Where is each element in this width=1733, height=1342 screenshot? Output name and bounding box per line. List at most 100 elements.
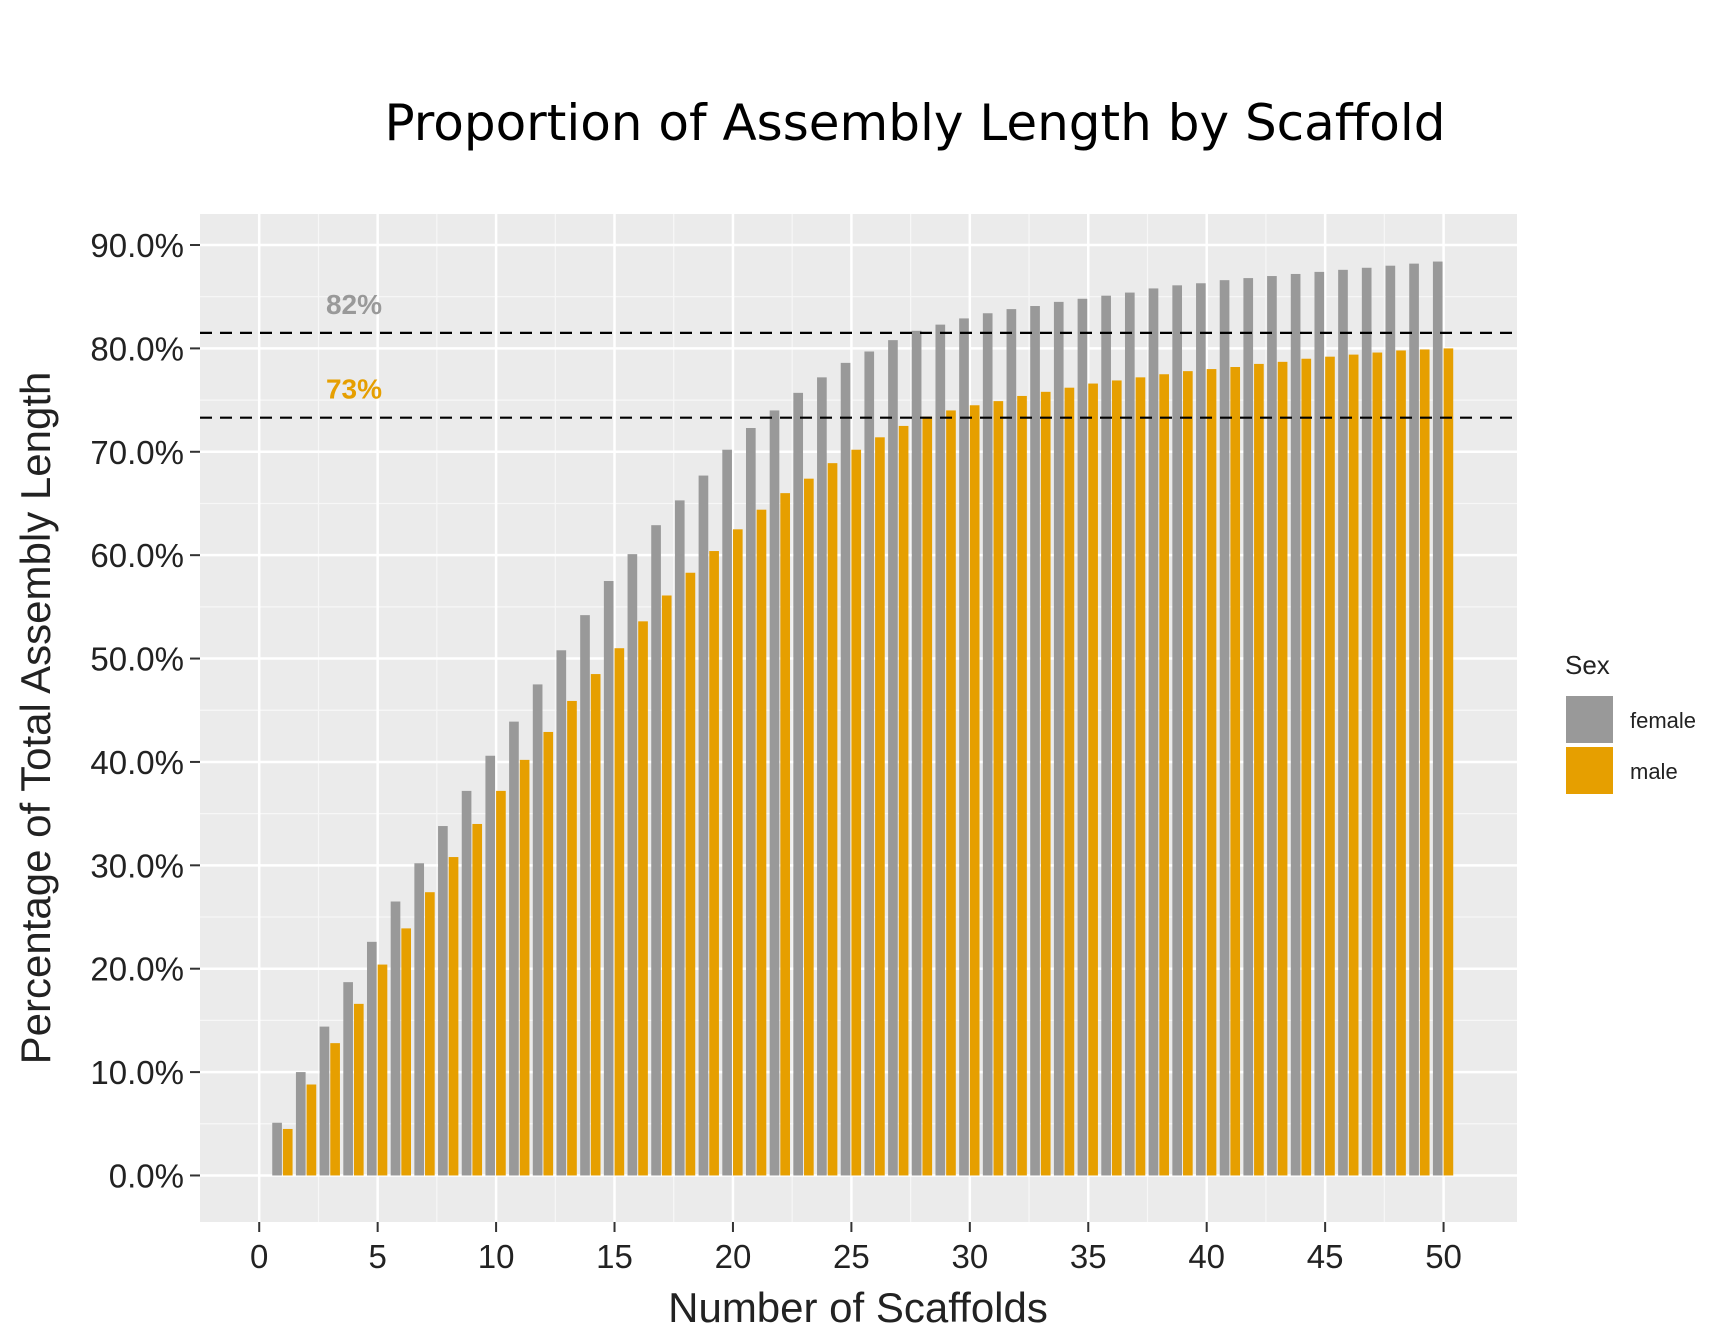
x-tick-label: 25 xyxy=(833,1238,870,1275)
chart-title: Proportion of Assembly Length by Scaffol… xyxy=(385,94,1446,152)
bar-male-13 xyxy=(567,700,577,1176)
bar-female-39 xyxy=(1172,285,1183,1176)
bar-female-13 xyxy=(556,650,567,1176)
bar-female-4 xyxy=(343,982,353,1176)
legend-title: Sex xyxy=(1565,650,1610,680)
bar-male-47 xyxy=(1372,352,1383,1176)
bar-female-17 xyxy=(651,525,661,1176)
bars xyxy=(272,261,1454,1176)
x-tick-label: 40 xyxy=(1188,1238,1225,1275)
bar-male-2 xyxy=(306,1084,317,1176)
bar-male-31 xyxy=(993,401,1004,1176)
reference-lines: 82% 73% xyxy=(200,289,1517,419)
x-tick-label: 15 xyxy=(596,1238,633,1275)
bar-male-19 xyxy=(709,551,719,1176)
bar-male-37 xyxy=(1135,377,1146,1176)
bar-male-20 xyxy=(732,529,743,1176)
bar-female-3 xyxy=(319,1026,330,1176)
bar-male-34 xyxy=(1064,387,1075,1176)
bar-female-24 xyxy=(817,377,827,1176)
bar-female-29 xyxy=(935,324,946,1176)
x-tick-label: 10 xyxy=(478,1238,515,1275)
bar-male-18 xyxy=(685,572,696,1176)
bar-male-1 xyxy=(282,1128,293,1176)
bar-female-1 xyxy=(272,1122,282,1176)
y-tick-label: 80.0% xyxy=(90,330,184,367)
bar-female-8 xyxy=(438,826,448,1176)
bar-male-39 xyxy=(1183,371,1193,1176)
bar-female-37 xyxy=(1124,292,1135,1176)
bar-male-16 xyxy=(638,621,648,1176)
bar-female-21 xyxy=(745,428,756,1176)
bar-male-26 xyxy=(875,437,885,1176)
y-tick-label: 40.0% xyxy=(90,744,184,781)
x-axis-label: Number of Scaffolds xyxy=(668,1284,1048,1331)
bar-female-33 xyxy=(1030,306,1040,1176)
y-tick-label: 60.0% xyxy=(90,537,184,574)
bar-female-45 xyxy=(1314,271,1325,1176)
bar-male-38 xyxy=(1159,374,1169,1176)
bar-female-30 xyxy=(959,318,969,1176)
bar-male-40 xyxy=(1206,369,1217,1176)
bar-female-18 xyxy=(674,500,685,1176)
bar-female-25 xyxy=(840,362,851,1176)
bar-female-9 xyxy=(461,790,472,1176)
bar-female-34 xyxy=(1053,301,1064,1176)
bar-male-3 xyxy=(330,1043,340,1176)
bar-female-12 xyxy=(532,684,543,1176)
bar-female-50 xyxy=(1432,261,1443,1176)
bar-female-19 xyxy=(698,475,709,1176)
bar-male-14 xyxy=(590,674,601,1176)
bar-female-38 xyxy=(1148,288,1159,1176)
bar-male-32 xyxy=(1017,395,1027,1176)
reference-label-73%: 73% xyxy=(326,374,382,405)
x-tick-label: 45 xyxy=(1307,1238,1344,1275)
legend-label-male: male xyxy=(1630,759,1678,784)
bar-female-6 xyxy=(390,901,401,1176)
bar-female-11 xyxy=(509,721,519,1176)
y-tick-label: 0.0% xyxy=(109,1157,184,1194)
bar-male-48 xyxy=(1396,350,1406,1176)
bar-male-22 xyxy=(780,493,790,1176)
bar-female-48 xyxy=(1385,265,1396,1176)
bar-male-24 xyxy=(827,463,838,1176)
y-tick-label: 20.0% xyxy=(90,951,184,988)
bar-male-17 xyxy=(661,595,672,1176)
bar-male-23 xyxy=(804,478,814,1176)
bar-female-26 xyxy=(864,351,875,1176)
x-tick-label: 30 xyxy=(951,1238,988,1275)
bar-female-36 xyxy=(1101,295,1111,1176)
bar-female-2 xyxy=(295,1072,306,1176)
bar-female-49 xyxy=(1409,263,1419,1176)
x-tick-label: 50 xyxy=(1425,1238,1462,1275)
bar-male-50 xyxy=(1443,348,1454,1176)
x-tick-label: 0 xyxy=(250,1238,268,1275)
bar-male-30 xyxy=(969,405,980,1176)
bar-male-8 xyxy=(448,857,459,1176)
y-axis-label: Percentage of Total Assembly Length xyxy=(12,372,59,1065)
bar-male-12 xyxy=(543,731,554,1176)
bar-female-43 xyxy=(1267,276,1277,1176)
bar-female-27 xyxy=(888,340,898,1176)
bar-male-42 xyxy=(1254,363,1264,1176)
bar-male-9 xyxy=(472,823,483,1176)
bar-male-27 xyxy=(898,425,909,1176)
legend-swatch-male xyxy=(1566,747,1613,794)
bar-male-28 xyxy=(922,416,933,1176)
reference-label-82%: 82% xyxy=(326,289,382,320)
bar-male-11 xyxy=(519,759,530,1176)
bar-female-31 xyxy=(982,313,993,1176)
bar-female-16 xyxy=(627,554,638,1176)
bar-female-41 xyxy=(1219,280,1230,1176)
bar-male-5 xyxy=(377,964,388,1176)
bar-male-41 xyxy=(1230,367,1241,1176)
x-tick-label: 5 xyxy=(368,1238,386,1275)
bar-male-25 xyxy=(851,449,862,1176)
bar-male-35 xyxy=(1088,383,1098,1176)
bar-male-10 xyxy=(496,790,506,1176)
legend-label-female: female xyxy=(1630,708,1696,733)
x-tick-label: 35 xyxy=(1070,1238,1107,1275)
y-tick-label: 70.0% xyxy=(90,434,184,471)
bar-female-42 xyxy=(1243,278,1254,1176)
